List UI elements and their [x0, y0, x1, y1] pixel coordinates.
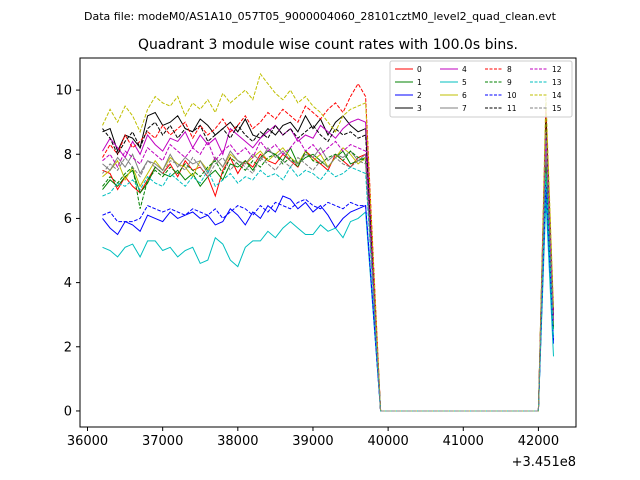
legend-box — [389, 60, 573, 118]
y-tick-label: 8 — [64, 148, 72, 163]
y-tick-label: 4 — [64, 276, 72, 291]
x-tick-label: 40000 — [367, 434, 408, 449]
plot-area: 36000 37000 38000 39000 40000 41000 42000 0 2 4 6… — [55, 57, 577, 470]
legend-label: 14 — [552, 91, 562, 100]
series-line-0 — [102, 138, 554, 412]
series-line-5 — [102, 199, 554, 412]
legend-label: 4 — [462, 65, 467, 74]
legend-label: 0 — [417, 65, 422, 74]
x-tick-label: 36000 — [67, 434, 108, 449]
series-line-15 — [102, 131, 554, 412]
legend-label: 1 — [417, 78, 422, 87]
series-line-7 — [102, 146, 554, 412]
x-tick-label: 38000 — [217, 434, 258, 449]
series-line-12 — [102, 134, 554, 412]
legend-label: 10 — [507, 91, 517, 100]
legend-label: 9 — [507, 78, 512, 87]
legend-label: 7 — [462, 104, 467, 113]
y-tick-label: 10 — [55, 84, 72, 99]
x-axis-offset-label: +3.451e8 — [512, 455, 576, 470]
legend-label: 5 — [462, 78, 467, 87]
legend-label: 15 — [552, 104, 562, 113]
x-tick-label: 42000 — [518, 434, 559, 449]
x-tick-label: 41000 — [443, 434, 484, 449]
series-line-11 — [102, 121, 554, 412]
axes-frame — [79, 57, 577, 428]
series-line-8 — [102, 82, 554, 412]
legend-label: 3 — [417, 104, 422, 113]
legend-label: 8 — [507, 65, 512, 74]
legend-label: 13 — [552, 78, 562, 87]
series-line-4 — [102, 118, 554, 412]
y-tick-label: 2 — [64, 340, 72, 355]
series-line-1 — [102, 146, 554, 412]
x-tick-label: 39000 — [292, 434, 333, 449]
figure-suptitle: Data file: modeM0/AS1A10_057T05_90000040… — [84, 10, 557, 23]
series-layer — [102, 72, 554, 412]
y-tick-label: 6 — [64, 212, 72, 227]
legend-label: 11 — [507, 104, 517, 113]
legend-label: 12 — [552, 65, 562, 74]
chart-title: Quadrant 3 module wise count rates with … — [138, 37, 518, 53]
legend-label: 2 — [417, 91, 422, 100]
y-axis: 0 2 4 6 8 10 — [55, 84, 80, 419]
x-tick-label: 37000 — [142, 434, 183, 449]
series-line-2 — [102, 186, 554, 412]
series-line-9 — [102, 150, 554, 412]
series-line-13 — [102, 166, 554, 412]
series-line-10 — [102, 183, 554, 412]
series-line-3 — [102, 111, 554, 412]
series-line-6 — [102, 125, 554, 412]
series-line-14 — [102, 72, 554, 412]
y-tick-label: 0 — [64, 404, 72, 419]
x-axis: 36000 37000 38000 39000 40000 41000 42000 — [67, 427, 559, 449]
legend-label: 6 — [462, 91, 467, 100]
